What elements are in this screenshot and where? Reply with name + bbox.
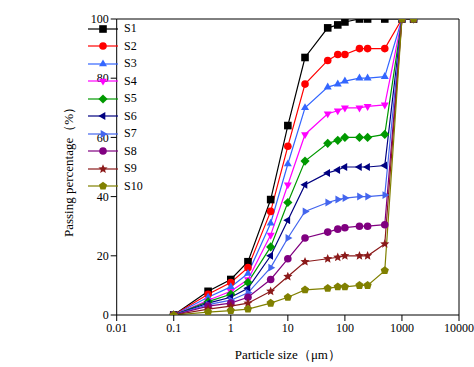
svg-text:0.01: 0.01 — [106, 321, 127, 335]
html-text:S2: S2 — [124, 38, 137, 53]
svg-text:1000: 1000 — [390, 321, 414, 335]
svg-text:60: 60 — [97, 131, 109, 145]
svg-text:20: 20 — [97, 249, 109, 263]
html-text:S1: S1 — [124, 21, 137, 36]
svg-text:10: 10 — [282, 321, 294, 335]
html-text:S8: S8 — [124, 143, 137, 158]
html-text:S4: S4 — [124, 73, 137, 88]
svg-text:40: 40 — [97, 190, 109, 204]
html-text:S5: S5 — [124, 91, 137, 106]
svg-text:10000: 10000 — [444, 321, 466, 335]
svg-text:0: 0 — [103, 308, 109, 322]
html-text:S9: S9 — [124, 161, 137, 176]
html-text:S3: S3 — [124, 56, 137, 71]
html-text:S7: S7 — [124, 126, 137, 141]
svg-text:100: 100 — [336, 321, 354, 335]
svg-text:80: 80 — [97, 71, 109, 85]
svg-text:0.1: 0.1 — [166, 321, 181, 335]
svg-text:Passing percentage（%）: Passing percentage（%） — [61, 101, 76, 237]
svg-text:100: 100 — [91, 12, 109, 26]
svg-text:Particle size（μm）: Particle size（μm） — [235, 347, 341, 362]
html-text:S6: S6 — [124, 108, 137, 123]
svg-text:1: 1 — [228, 321, 234, 335]
html-text:S10: S10 — [124, 178, 143, 193]
